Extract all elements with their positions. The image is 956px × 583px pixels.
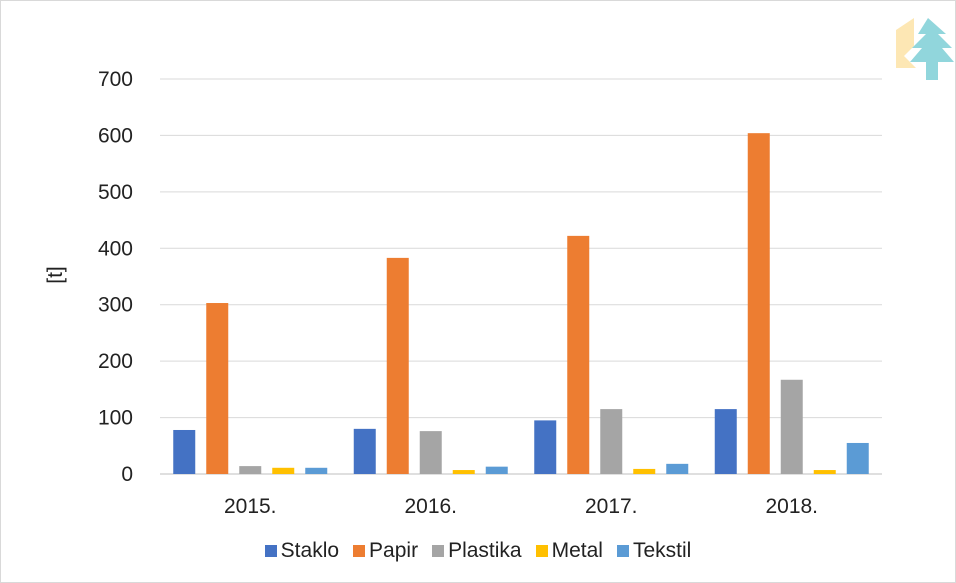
bar-metal-2018 <box>813 470 836 474</box>
bars <box>173 133 869 474</box>
bar-tekstil-2018 <box>846 442 869 474</box>
bar-papir-2017 <box>567 235 590 474</box>
legend-swatch <box>264 545 277 557</box>
y-tick-labels: 0 100 200 300 400 500 600 700 <box>98 68 133 486</box>
legend-item-tekstil: Tekstil <box>616 539 692 563</box>
legend-item-metal: Metal <box>535 539 603 563</box>
legend-label: Staklo <box>280 539 340 562</box>
x-tick-label: 2018. <box>765 495 818 518</box>
legend-label: Plastika <box>448 539 522 562</box>
x-tick-labels: 2015. 2016. 2017. 2018. <box>224 495 818 518</box>
bar-plastika-2017 <box>600 409 623 474</box>
y-tick-label: 400 <box>98 237 133 260</box>
legend-swatch <box>535 545 548 557</box>
y-tick-label: 100 <box>98 407 133 430</box>
legend-item-plastika: Plastika <box>432 539 522 563</box>
x-tick-label: 2017. <box>585 495 638 518</box>
bar-metal-2017 <box>633 468 656 474</box>
legend-label: Papir <box>369 539 419 562</box>
legend-label: Metal <box>551 539 603 562</box>
y-tick-label: 0 <box>121 463 133 486</box>
bar-staklo-2017 <box>534 420 557 474</box>
bar-papir-2018 <box>747 133 770 474</box>
bar-metal-2016 <box>452 470 475 474</box>
bar-tekstil-2017 <box>666 463 689 474</box>
bar-plastika-2018 <box>780 379 803 474</box>
bar-plastika-2016 <box>419 431 442 474</box>
bar-tekstil-2015 <box>305 467 328 474</box>
bar-papir-2015 <box>206 303 229 474</box>
bar-plastika-2015 <box>239 466 262 474</box>
bar-staklo-2018 <box>714 409 737 474</box>
y-axis-label: [t] <box>44 266 67 284</box>
bar-tekstil-2016 <box>485 466 508 474</box>
y-tick-label: 200 <box>98 350 133 373</box>
y-tick-label: 300 <box>98 294 133 317</box>
legend-swatch <box>616 545 629 557</box>
legend-swatch <box>432 545 445 557</box>
legend: Staklo Papir Plastika Metal Tekstil <box>0 538 956 564</box>
bar-staklo-2016 <box>353 428 376 474</box>
y-tick-label: 700 <box>98 68 133 91</box>
x-tick-label: 2015. <box>224 495 277 518</box>
tree-icon <box>896 18 954 80</box>
legend-label: Tekstil <box>632 539 692 562</box>
bar-papir-2016 <box>386 257 409 474</box>
y-tick-label: 500 <box>98 181 133 204</box>
bar-staklo-2015 <box>173 429 196 474</box>
x-tick-label: 2016. <box>404 495 457 518</box>
y-tick-label: 600 <box>98 124 133 147</box>
legend-item-papir: Papir <box>353 539 418 563</box>
bar-metal-2015 <box>272 467 295 474</box>
gridlines <box>160 78 882 475</box>
legend-swatch <box>353 545 366 557</box>
legend-item-staklo: Staklo <box>264 539 340 563</box>
